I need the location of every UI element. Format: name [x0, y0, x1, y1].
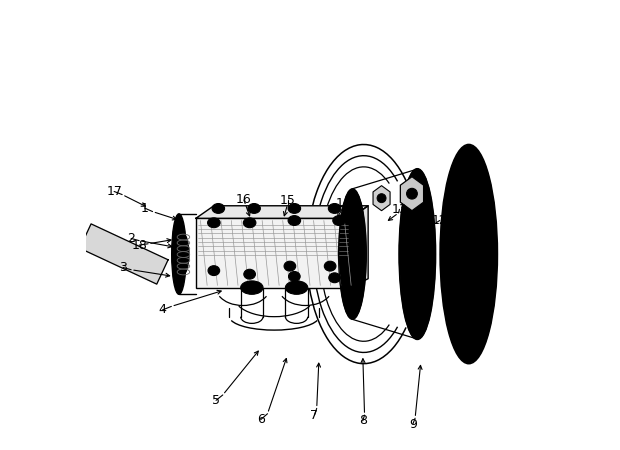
Ellipse shape [409, 191, 415, 196]
Ellipse shape [377, 194, 386, 202]
Polygon shape [47, 225, 74, 248]
Ellipse shape [215, 206, 222, 212]
Ellipse shape [331, 206, 338, 212]
Ellipse shape [250, 206, 258, 212]
Polygon shape [80, 224, 168, 284]
Ellipse shape [172, 214, 186, 294]
Ellipse shape [210, 220, 218, 225]
Polygon shape [196, 206, 368, 218]
Ellipse shape [443, 241, 456, 254]
Ellipse shape [291, 206, 298, 212]
Text: 8: 8 [359, 414, 367, 428]
Text: 16: 16 [236, 194, 252, 207]
Polygon shape [401, 177, 423, 211]
Ellipse shape [329, 203, 341, 213]
Ellipse shape [329, 273, 340, 283]
Ellipse shape [208, 218, 220, 228]
Ellipse shape [333, 216, 345, 225]
Ellipse shape [324, 261, 336, 271]
Ellipse shape [441, 146, 497, 363]
Ellipse shape [471, 316, 484, 330]
Ellipse shape [248, 203, 260, 213]
Text: 4: 4 [159, 303, 166, 316]
Ellipse shape [331, 275, 338, 281]
Text: 10: 10 [472, 290, 488, 303]
Ellipse shape [288, 216, 301, 225]
Ellipse shape [174, 232, 189, 276]
Ellipse shape [285, 281, 308, 294]
Text: 14: 14 [335, 197, 352, 210]
Text: 11: 11 [467, 250, 484, 263]
Text: 15: 15 [280, 194, 296, 207]
Ellipse shape [241, 281, 263, 294]
Text: 12: 12 [432, 214, 448, 227]
Ellipse shape [212, 203, 224, 213]
Text: 7: 7 [311, 409, 319, 422]
Ellipse shape [335, 218, 343, 224]
Ellipse shape [211, 268, 217, 274]
Text: 18: 18 [131, 238, 147, 252]
Polygon shape [373, 186, 390, 211]
Ellipse shape [246, 271, 253, 277]
Ellipse shape [208, 266, 219, 275]
Ellipse shape [474, 320, 480, 327]
Text: 3: 3 [119, 261, 127, 274]
Ellipse shape [288, 271, 300, 281]
Bar [196, 218, 350, 288]
Text: 13: 13 [392, 203, 407, 216]
Ellipse shape [457, 209, 480, 299]
Text: 6: 6 [257, 413, 265, 426]
Text: 2: 2 [127, 232, 135, 245]
Ellipse shape [407, 189, 417, 199]
Ellipse shape [339, 189, 366, 319]
Ellipse shape [472, 181, 485, 195]
Text: 17: 17 [106, 185, 122, 198]
Ellipse shape [291, 274, 298, 279]
Polygon shape [350, 206, 368, 288]
Ellipse shape [244, 269, 255, 279]
Ellipse shape [327, 263, 334, 269]
Ellipse shape [284, 261, 296, 271]
Ellipse shape [291, 218, 298, 224]
Text: 9: 9 [409, 418, 417, 431]
Text: 1: 1 [141, 202, 148, 215]
Ellipse shape [244, 218, 256, 228]
Ellipse shape [246, 220, 253, 225]
Text: 5: 5 [212, 394, 220, 407]
Ellipse shape [286, 263, 293, 269]
Ellipse shape [399, 169, 435, 339]
Ellipse shape [288, 203, 301, 213]
Ellipse shape [446, 244, 453, 251]
Ellipse shape [475, 184, 482, 192]
